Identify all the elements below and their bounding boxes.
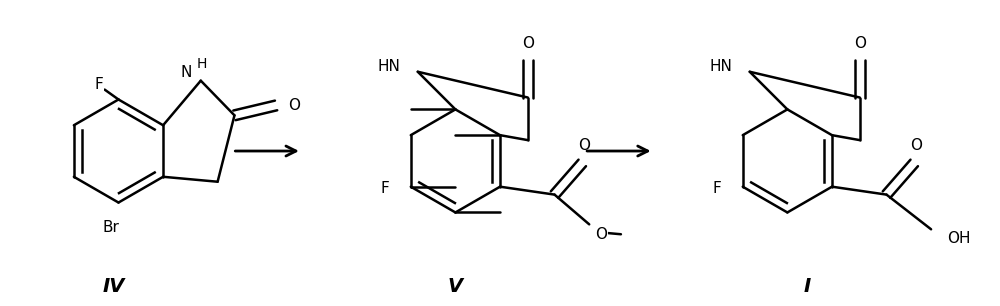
Text: IV: IV bbox=[102, 277, 125, 296]
Text: O: O bbox=[578, 138, 590, 153]
Text: HN: HN bbox=[377, 59, 400, 74]
Text: HN: HN bbox=[709, 59, 732, 74]
Text: O: O bbox=[910, 138, 922, 153]
Text: N: N bbox=[180, 65, 192, 80]
Text: O: O bbox=[854, 35, 866, 50]
Text: F: F bbox=[94, 77, 103, 92]
Text: O: O bbox=[288, 98, 300, 113]
Text: F: F bbox=[380, 181, 389, 196]
Text: F: F bbox=[712, 181, 721, 196]
Text: Br: Br bbox=[102, 220, 119, 235]
Text: O: O bbox=[522, 35, 534, 50]
Text: I: I bbox=[804, 277, 811, 296]
Text: OH: OH bbox=[947, 231, 971, 246]
Text: V: V bbox=[448, 277, 463, 296]
Text: H: H bbox=[197, 57, 207, 71]
Text: O: O bbox=[595, 227, 607, 242]
